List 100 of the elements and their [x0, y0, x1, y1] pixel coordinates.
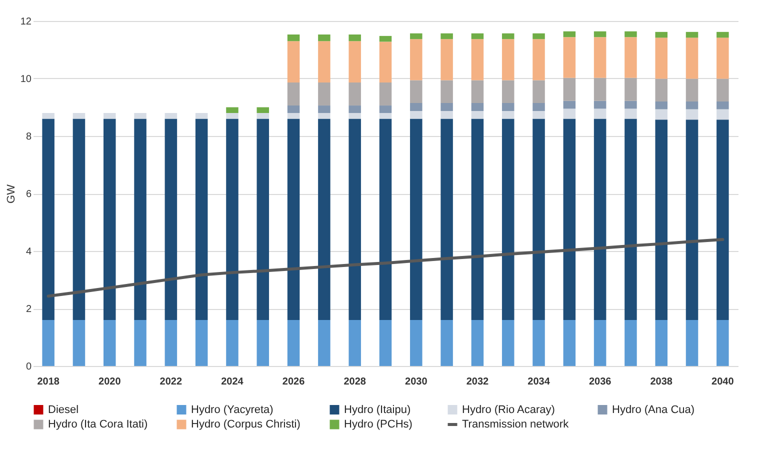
bar	[471, 102, 484, 111]
bar	[318, 320, 330, 366]
bar	[655, 32, 668, 38]
bar	[686, 102, 698, 110]
legend-label: Hydro (Yacyreta)	[191, 404, 274, 416]
x-tick-label: 2040	[712, 376, 734, 388]
bar	[287, 106, 300, 113]
legend-label: Hydro (Rio Acaray)	[462, 404, 555, 416]
bar	[624, 320, 637, 366]
y-tick-label: 8	[26, 132, 32, 142]
bar	[42, 118, 54, 320]
bar	[594, 31, 606, 38]
bar	[226, 113, 238, 119]
bar	[287, 34, 300, 42]
y-tick-label: 6	[26, 189, 32, 200]
bar	[655, 38, 668, 79]
bar	[532, 80, 545, 103]
bar	[287, 82, 300, 106]
bar	[410, 80, 422, 103]
bar	[563, 118, 576, 320]
bar	[471, 39, 484, 80]
bar	[134, 118, 146, 320]
bar	[563, 78, 576, 101]
bar	[563, 31, 576, 38]
bar	[502, 39, 514, 80]
bar	[318, 34, 330, 42]
bar	[624, 31, 637, 38]
bar	[440, 33, 453, 40]
bar	[655, 120, 668, 320]
bar	[104, 113, 116, 119]
bar	[410, 118, 422, 320]
bar	[134, 113, 146, 119]
bar	[226, 118, 238, 320]
legend-label: Hydro (Ana Cua)	[612, 404, 695, 416]
legend-label: Hydro (Corpus Christi)	[191, 418, 300, 430]
bar	[532, 320, 545, 366]
y-tick-label: 2	[26, 304, 32, 315]
y-tick-label: 10	[20, 74, 32, 85]
line-series	[46, 238, 724, 298]
bar	[716, 120, 729, 320]
bar	[655, 78, 668, 102]
bar	[502, 33, 514, 40]
bar	[318, 41, 330, 83]
bar	[318, 118, 330, 320]
bar	[379, 106, 392, 113]
bar	[686, 320, 698, 366]
bar	[440, 118, 453, 320]
bar	[716, 38, 729, 79]
bar	[348, 113, 361, 119]
bar	[72, 320, 86, 366]
bar	[72, 113, 86, 119]
bar	[379, 36, 392, 42]
bar	[134, 320, 146, 366]
bar	[594, 118, 606, 320]
bar	[716, 109, 729, 120]
bar	[440, 102, 453, 111]
bar	[379, 320, 392, 366]
bar	[72, 118, 86, 320]
bar	[655, 102, 668, 110]
bar	[256, 107, 270, 113]
bar	[379, 113, 392, 119]
x-tick-label: 2020	[98, 376, 122, 388]
bar	[594, 108, 606, 119]
bar	[410, 33, 422, 40]
x-tick-label: 2036	[588, 376, 612, 388]
bar	[532, 110, 545, 119]
bar	[502, 80, 514, 103]
bar	[42, 113, 54, 119]
bar	[502, 118, 514, 320]
y-tick-label: 4	[26, 246, 32, 258]
bar	[502, 110, 514, 119]
bar	[410, 102, 422, 111]
bar	[195, 113, 208, 119]
bar	[42, 320, 54, 366]
bar	[379, 82, 392, 106]
bar	[716, 78, 729, 102]
bar	[532, 39, 545, 80]
x-tick-label: 2028	[344, 376, 366, 388]
x-tick-label: 2034	[528, 376, 550, 388]
bar	[287, 118, 300, 320]
bar	[716, 32, 729, 38]
bar	[686, 78, 698, 102]
bar	[348, 320, 361, 366]
bar	[471, 320, 484, 366]
bar	[410, 39, 422, 80]
bar	[318, 113, 330, 119]
y-tick-label: 12	[20, 16, 32, 28]
bar	[624, 118, 637, 320]
bar	[256, 113, 270, 119]
bar	[104, 118, 116, 320]
bar	[104, 320, 116, 366]
bar	[226, 320, 238, 366]
bar	[471, 110, 484, 119]
bar	[287, 320, 300, 366]
legend-label: Hydro (PCHs)	[344, 418, 412, 430]
bar	[594, 78, 606, 101]
bar	[348, 82, 361, 106]
bar	[318, 106, 330, 113]
bar	[256, 320, 270, 366]
legend-label: Transmission network	[462, 418, 570, 430]
